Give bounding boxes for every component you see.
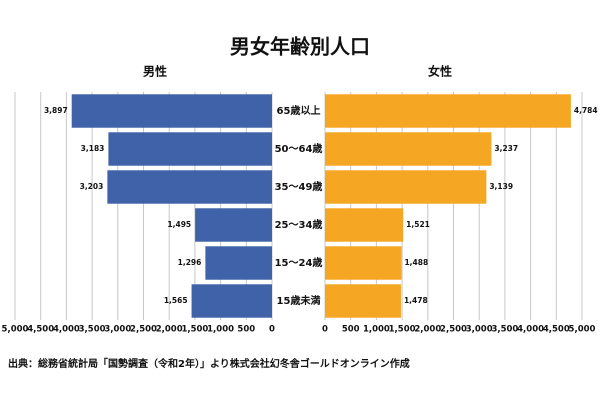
x-tick-label: 3,500 (79, 325, 106, 335)
x-tick-label: 1,500 (389, 325, 416, 335)
bar (195, 208, 272, 242)
bar (325, 246, 402, 280)
x-tick-label: 0 (269, 325, 275, 335)
x-tick-label: 500 (237, 325, 255, 335)
bar (71, 94, 272, 128)
bar (325, 284, 401, 318)
value-label: 1,521 (406, 220, 430, 229)
value-label: 1,565 (164, 296, 188, 305)
x-tick-label: 5,000 (2, 325, 29, 335)
x-tick-label: 1,000 (363, 325, 390, 335)
x-tick-label: 4,500 (27, 325, 54, 335)
x-tick-label: 3,000 (466, 325, 493, 335)
legend-male: 男性 (143, 64, 167, 79)
x-tick-label: 3,500 (491, 325, 518, 335)
bar (325, 208, 404, 242)
value-label: 3,237 (494, 144, 518, 153)
x-tick-label: 2,000 (414, 325, 441, 335)
x-tick-label: 0 (322, 325, 328, 335)
value-label: 1,296 (178, 258, 202, 267)
category-label: 35～49歳 (275, 180, 323, 193)
legend-female: 女性 (428, 64, 452, 79)
value-label: 3,139 (489, 182, 513, 191)
x-tick-label: 4,000 (517, 325, 544, 335)
value-label: 3,897 (44, 106, 68, 115)
x-tick-label: 2,000 (156, 325, 183, 335)
category-label: 50～64歳 (275, 142, 323, 155)
x-tick-label: 2,500 (440, 325, 467, 335)
value-label: 4,784 (574, 106, 598, 115)
value-label: 3,183 (81, 144, 105, 153)
x-tick-label: 4,000 (53, 325, 80, 335)
x-tick-label: 1,500 (181, 325, 208, 335)
category-label: 15歳未満 (277, 294, 321, 307)
value-label: 3,203 (80, 182, 104, 191)
value-label: 1,488 (404, 258, 428, 267)
x-tick-label: 4,500 (543, 325, 570, 335)
chart-title: 男女年齢別人口 (230, 35, 370, 59)
bar (191, 284, 272, 318)
x-tick-label: 1,000 (207, 325, 234, 335)
value-label: 1,495 (167, 220, 191, 229)
bar (205, 246, 272, 280)
bar (325, 132, 492, 166)
source-note: 出典：総務省統計局「国勢調査（令和2年）」より株式会社幻冬舎ゴールドオンライン作… (8, 357, 410, 370)
x-tick-label: 2,500 (130, 325, 157, 335)
category-label: 15～24歳 (275, 256, 323, 269)
bar (325, 170, 487, 204)
category-label: 65歳以上 (277, 104, 321, 117)
value-label: 1,478 (404, 296, 428, 305)
bar (107, 170, 272, 204)
x-tick-label: 500 (342, 325, 360, 335)
bar (108, 132, 272, 166)
category-label: 25～34歳 (275, 218, 323, 231)
bar (325, 94, 571, 128)
x-tick-label: 5,000 (569, 325, 596, 335)
x-tick-label: 3,000 (104, 325, 131, 335)
